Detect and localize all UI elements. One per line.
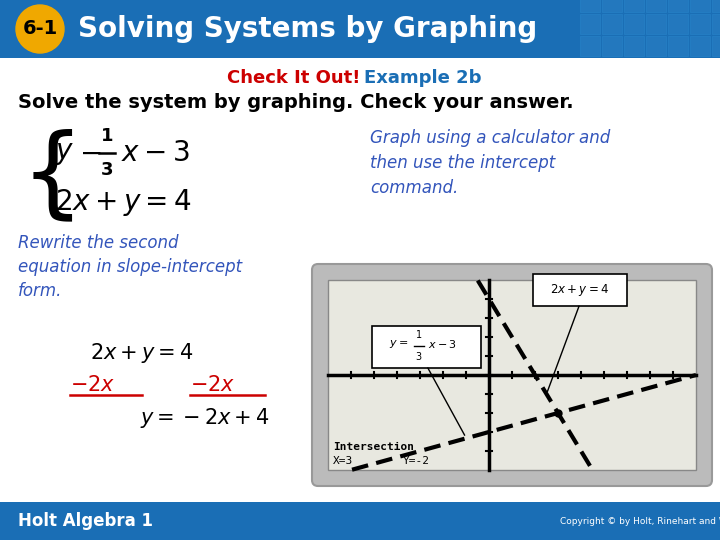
Text: $3$: $3$ xyxy=(415,349,422,361)
Text: Solve the system by graphing. Check your answer.: Solve the system by graphing. Check your… xyxy=(18,92,574,111)
Circle shape xyxy=(16,5,64,53)
Text: $2x + y = 4$: $2x + y = 4$ xyxy=(90,341,194,365)
Bar xyxy=(624,0,644,12)
Bar xyxy=(624,36,644,56)
Bar xyxy=(712,36,720,56)
Bar xyxy=(580,14,600,34)
Text: $y=$: $y=$ xyxy=(390,339,408,350)
Text: Graph using a calculator and: Graph using a calculator and xyxy=(370,129,611,147)
Bar xyxy=(580,36,600,56)
Text: $2x + y = 4$: $2x + y = 4$ xyxy=(55,187,192,219)
Text: then use the intercept: then use the intercept xyxy=(370,154,555,172)
Bar xyxy=(0,502,720,540)
Bar xyxy=(0,0,720,58)
Bar xyxy=(646,0,666,12)
Text: $- 2x$: $- 2x$ xyxy=(190,375,235,395)
Bar xyxy=(646,14,666,34)
Bar xyxy=(712,14,720,34)
Text: $\mathbf{1}$: $\mathbf{1}$ xyxy=(100,127,114,145)
Bar xyxy=(668,14,688,34)
Text: Holt Algebra 1: Holt Algebra 1 xyxy=(18,512,153,530)
Text: $y$: $y$ xyxy=(55,139,74,167)
Bar xyxy=(624,14,644,34)
Text: Example 2b: Example 2b xyxy=(364,69,482,87)
Text: form.: form. xyxy=(18,282,63,300)
Text: $-$: $-$ xyxy=(79,139,102,167)
Bar xyxy=(712,0,720,12)
Text: $x - 3$: $x - 3$ xyxy=(121,139,189,167)
Text: $\{$: $\{$ xyxy=(20,130,73,226)
Bar xyxy=(690,36,710,56)
Bar xyxy=(690,14,710,34)
Text: Solving Systems by Graphing: Solving Systems by Graphing xyxy=(78,15,537,43)
Bar xyxy=(690,0,710,12)
Text: Check It Out!: Check It Out! xyxy=(227,69,360,87)
Text: $x - 3$: $x - 3$ xyxy=(428,339,457,350)
FancyBboxPatch shape xyxy=(312,264,712,486)
Text: 6-1: 6-1 xyxy=(22,19,58,38)
Text: Rewrite the second: Rewrite the second xyxy=(18,234,179,252)
Text: Copyright © by Holt, Rinehart and Winston. All Rights Reserved.: Copyright © by Holt, Rinehart and Winsto… xyxy=(560,516,720,525)
Text: equation in slope-intercept: equation in slope-intercept xyxy=(18,258,242,276)
FancyBboxPatch shape xyxy=(372,326,481,368)
Text: Intersection: Intersection xyxy=(333,442,414,452)
Text: $1$: $1$ xyxy=(415,328,422,341)
FancyBboxPatch shape xyxy=(328,280,696,470)
Bar xyxy=(602,0,622,12)
Bar xyxy=(646,36,666,56)
Bar xyxy=(602,14,622,34)
Bar xyxy=(668,36,688,56)
Text: $\mathbf{3}$: $\mathbf{3}$ xyxy=(100,161,114,179)
Text: $2x + y = 4$: $2x + y = 4$ xyxy=(551,281,610,298)
Text: $-2x$: $-2x$ xyxy=(70,375,115,395)
Text: X=3: X=3 xyxy=(333,456,354,466)
Bar xyxy=(580,0,600,12)
Text: $y = -2x + 4$: $y = -2x + 4$ xyxy=(140,406,269,430)
Text: command.: command. xyxy=(370,179,458,197)
FancyBboxPatch shape xyxy=(533,273,627,306)
Text: Y=-2: Y=-2 xyxy=(403,456,430,466)
Bar xyxy=(602,36,622,56)
Bar xyxy=(668,0,688,12)
